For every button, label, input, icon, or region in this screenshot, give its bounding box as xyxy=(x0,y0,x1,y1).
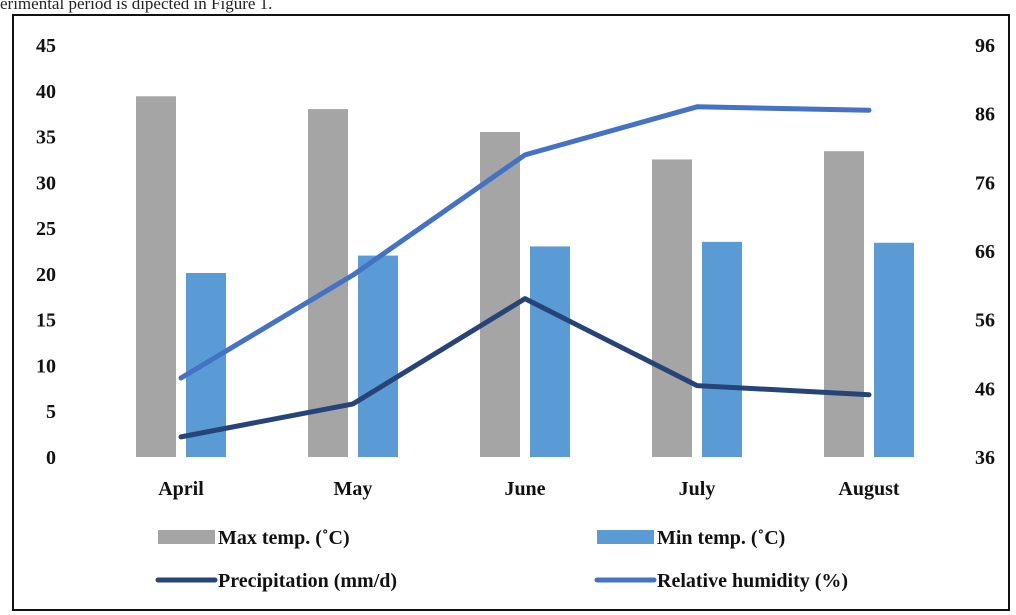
bar-max-temp xyxy=(136,96,176,457)
right-tick-label: 86 xyxy=(975,104,995,126)
humidity-line xyxy=(178,104,872,381)
category-axis: April May June July August xyxy=(158,478,900,500)
left-tick-label: 25 xyxy=(36,218,56,240)
bar-min-temp xyxy=(874,242,914,457)
right-axis: 36 46 56 66 76 86 96 xyxy=(975,35,995,469)
right-tick-label: 96 xyxy=(975,35,995,57)
left-tick-label: 5 xyxy=(46,401,56,423)
left-tick-label: 35 xyxy=(36,127,56,149)
right-tick-label: 56 xyxy=(975,310,995,332)
left-tick-label: 15 xyxy=(36,310,56,332)
legend-label: Precipitation (mm/d) xyxy=(218,570,397,592)
left-tick-label: 45 xyxy=(36,35,56,57)
right-tick-label: 46 xyxy=(975,378,995,400)
left-tick-label: 0 xyxy=(46,447,56,469)
left-tick-label: 40 xyxy=(36,81,56,103)
legend-label: Min temp. (˚C) xyxy=(657,527,785,549)
category-label: August xyxy=(838,478,899,500)
bar-max-temp xyxy=(824,151,864,457)
precipitation-line xyxy=(178,296,872,440)
category-label: May xyxy=(334,478,373,500)
legend-label: Relative humidity (%) xyxy=(657,570,848,592)
legend-swatch xyxy=(597,530,654,544)
category-label: April xyxy=(158,478,204,500)
legend: Max temp. (˚C) Min temp. (˚C) Precipitatio… xyxy=(155,527,848,592)
bar-max-temp xyxy=(652,159,692,457)
bar-min-temp xyxy=(358,255,398,457)
right-tick-label: 36 xyxy=(975,447,995,469)
bar-min-temp xyxy=(530,246,570,457)
legend-swatch xyxy=(158,530,215,544)
left-axis: 0 5 10 15 20 25 30 35 40 45 xyxy=(36,35,56,469)
bar-max-temp xyxy=(480,131,520,457)
caption-fragment: erimental period is dipected in Figure 1… xyxy=(0,0,273,13)
legend-label: Max temp. (˚C) xyxy=(218,527,350,549)
left-tick-label: 20 xyxy=(36,264,56,286)
category-label: July xyxy=(679,478,716,500)
left-tick-label: 10 xyxy=(36,355,56,377)
bars xyxy=(136,96,914,457)
right-tick-label: 76 xyxy=(975,172,995,194)
lines xyxy=(178,104,872,440)
right-tick-label: 66 xyxy=(975,241,995,263)
category-label: June xyxy=(504,478,545,500)
bar-min-temp xyxy=(702,241,742,457)
left-tick-label: 30 xyxy=(36,172,56,194)
